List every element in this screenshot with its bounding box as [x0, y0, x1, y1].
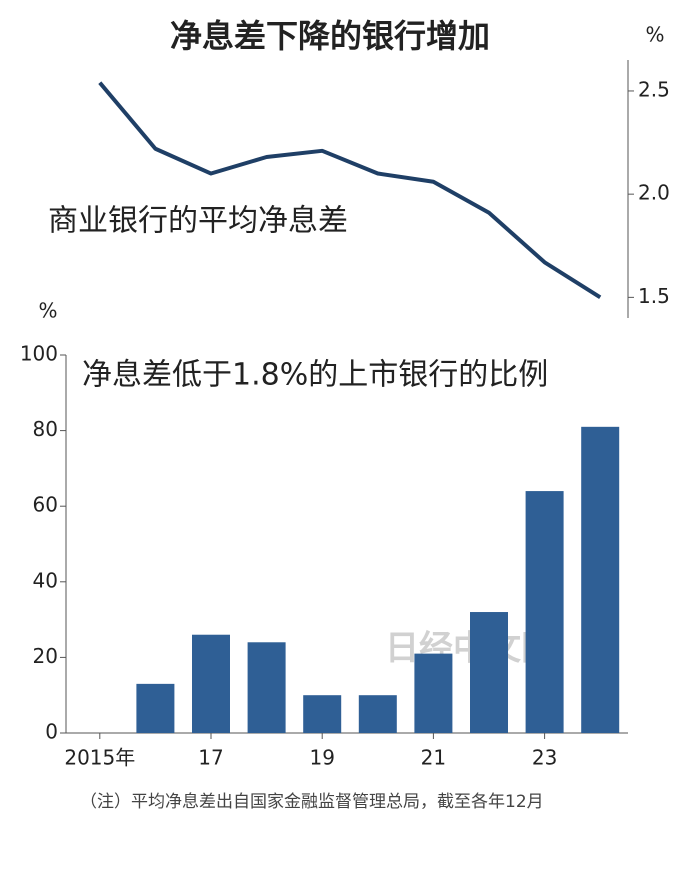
y-tick-label: 60 [33, 493, 58, 517]
y-tick-label: 0 [45, 720, 58, 744]
y-axis-label: % [645, 23, 664, 47]
bar [303, 695, 342, 733]
line-series [98, 81, 602, 300]
y-tick-label: 2.0 [638, 181, 670, 205]
y-tick-label: 100 [20, 342, 58, 366]
bar [525, 491, 564, 733]
x-tick-label: 23 [532, 746, 557, 770]
x-tick-label: 17 [198, 746, 223, 770]
bar [192, 634, 230, 733]
chart-title: 净息差低于1.8%的上市银行的比例 [82, 358, 548, 393]
y-tick-label: 20 [33, 644, 58, 668]
x-tick-label: 21 [421, 746, 446, 770]
bar [414, 653, 453, 733]
bar [470, 612, 508, 733]
y-axis-label: % [38, 299, 57, 323]
y-tick-label: 80 [33, 417, 58, 441]
bar [358, 695, 397, 733]
bar [581, 426, 620, 733]
bar [247, 642, 286, 733]
x-tick-label: 19 [309, 746, 334, 770]
annotation: 商业银行的平均净息差 [48, 204, 348, 239]
y-tick-label: 1.5 [638, 284, 670, 308]
page-title: 净息差下降的银行增加 [170, 17, 490, 55]
footnote: （注）平均净息差出自国家金融监督管理总局，截至各年12月 [80, 792, 544, 812]
y-tick-label: 40 [33, 568, 58, 592]
bar [136, 683, 175, 733]
y-tick-label: 2.5 [638, 77, 670, 101]
x-tick-label: 2015年 [64, 746, 135, 770]
